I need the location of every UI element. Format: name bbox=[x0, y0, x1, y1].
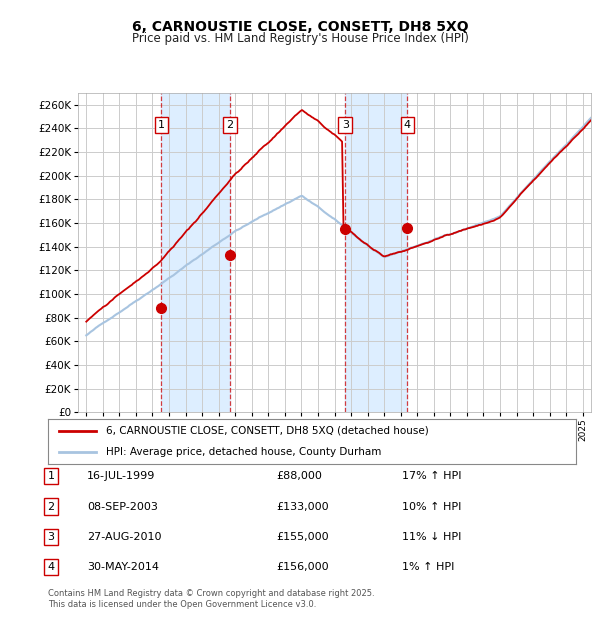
Text: 2: 2 bbox=[227, 120, 233, 130]
Text: 30-MAY-2014: 30-MAY-2014 bbox=[87, 562, 159, 572]
Text: 08-SEP-2003: 08-SEP-2003 bbox=[87, 502, 158, 512]
Text: 11% ↓ HPI: 11% ↓ HPI bbox=[402, 532, 461, 542]
Text: 4: 4 bbox=[47, 562, 55, 572]
Text: 6, CARNOUSTIE CLOSE, CONSETT, DH8 5XQ: 6, CARNOUSTIE CLOSE, CONSETT, DH8 5XQ bbox=[131, 20, 469, 34]
Text: 2: 2 bbox=[47, 502, 55, 512]
Text: 4: 4 bbox=[404, 120, 411, 130]
Text: HPI: Average price, detached house, County Durham: HPI: Average price, detached house, Coun… bbox=[106, 447, 382, 457]
Text: 10% ↑ HPI: 10% ↑ HPI bbox=[402, 502, 461, 512]
Text: £155,000: £155,000 bbox=[276, 532, 329, 542]
Text: 6, CARNOUSTIE CLOSE, CONSETT, DH8 5XQ (detached house): 6, CARNOUSTIE CLOSE, CONSETT, DH8 5XQ (d… bbox=[106, 426, 429, 436]
Text: 1% ↑ HPI: 1% ↑ HPI bbox=[402, 562, 454, 572]
Text: £156,000: £156,000 bbox=[276, 562, 329, 572]
Text: 27-AUG-2010: 27-AUG-2010 bbox=[87, 532, 161, 542]
Bar bbox=[161, 93, 230, 412]
Text: 16-JUL-1999: 16-JUL-1999 bbox=[87, 471, 155, 481]
Bar bbox=[345, 93, 407, 412]
Text: Contains HM Land Registry data © Crown copyright and database right 2025.
This d: Contains HM Land Registry data © Crown c… bbox=[48, 590, 374, 609]
Text: 1: 1 bbox=[47, 471, 55, 481]
Text: 3: 3 bbox=[47, 532, 55, 542]
Text: £88,000: £88,000 bbox=[276, 471, 322, 481]
Text: £133,000: £133,000 bbox=[276, 502, 329, 512]
Text: 3: 3 bbox=[342, 120, 349, 130]
Text: 1: 1 bbox=[158, 120, 165, 130]
Text: 17% ↑ HPI: 17% ↑ HPI bbox=[402, 471, 461, 481]
Text: Price paid vs. HM Land Registry's House Price Index (HPI): Price paid vs. HM Land Registry's House … bbox=[131, 32, 469, 45]
